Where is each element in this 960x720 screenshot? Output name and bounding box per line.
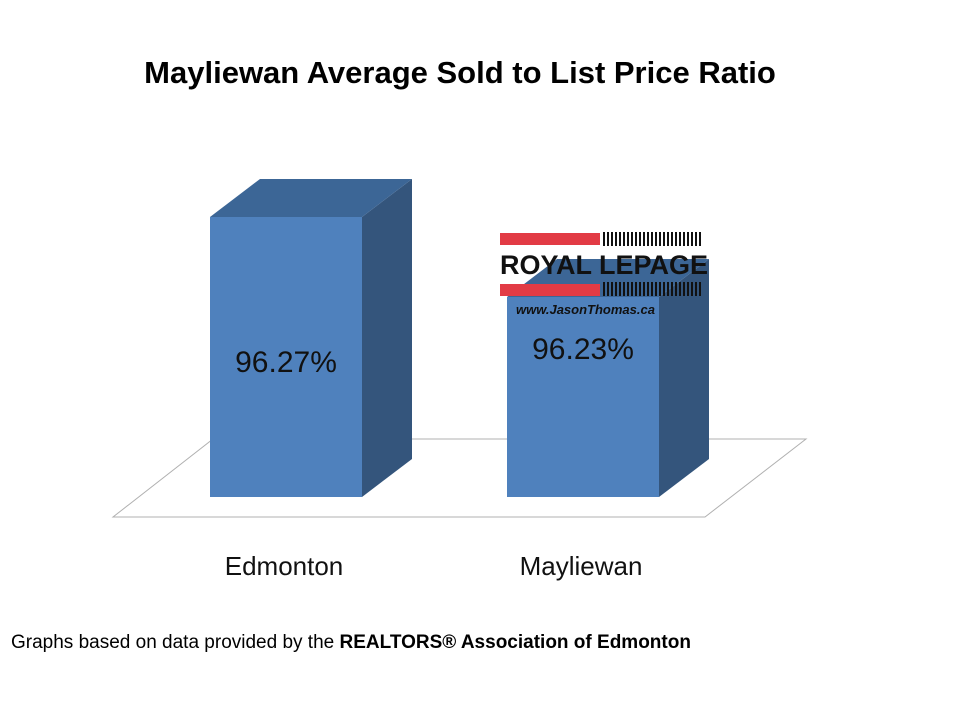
royal-lepage-logo: ROYAL LEPAGE www.JasonThomas.ca	[500, 230, 710, 320]
logo-ticks-bottom	[603, 282, 703, 296]
bar-top	[210, 179, 412, 217]
category-label: Edmonton	[225, 551, 344, 581]
category-label: Mayliewan	[520, 551, 643, 581]
data-label: 96.27%	[235, 346, 337, 379]
logo-red-bar-bottom	[500, 284, 600, 296]
source-note: Graphs based on data provided by the REA…	[11, 632, 691, 654]
logo-ticks-top	[603, 232, 703, 246]
bar-side	[659, 259, 709, 497]
logo-url: www.JasonThomas.ca	[516, 302, 655, 317]
source-org: REALTORS® Association of Edmonton	[339, 632, 691, 653]
source-prefix: Graphs based on data provided by the	[11, 632, 340, 653]
data-label: 96.23%	[532, 333, 634, 366]
bar	[210, 217, 362, 497]
chart-title: Mayliewan Average Sold to List Price Rat…	[144, 55, 776, 90]
bar	[507, 297, 659, 497]
logo-red-bar-top	[500, 233, 600, 245]
logo-brand-text: ROYAL LEPAGE	[500, 250, 709, 280]
bar-side	[362, 179, 412, 497]
